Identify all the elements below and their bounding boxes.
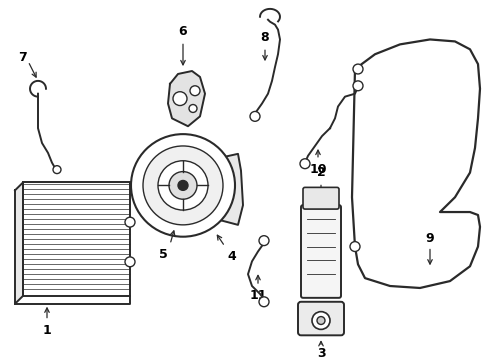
Circle shape — [178, 180, 188, 190]
Circle shape — [53, 166, 61, 174]
Circle shape — [125, 257, 135, 267]
Circle shape — [353, 64, 363, 74]
Text: 5: 5 — [159, 248, 168, 261]
Text: 1: 1 — [43, 324, 51, 337]
Text: 6: 6 — [179, 25, 187, 38]
Circle shape — [131, 134, 235, 237]
Text: 10: 10 — [309, 163, 327, 176]
Polygon shape — [15, 183, 23, 304]
Circle shape — [190, 86, 200, 96]
Circle shape — [169, 172, 197, 199]
FancyBboxPatch shape — [303, 188, 339, 209]
Circle shape — [353, 81, 363, 91]
Text: 2: 2 — [317, 166, 325, 179]
Text: 3: 3 — [317, 347, 325, 360]
Text: 9: 9 — [426, 232, 434, 245]
Circle shape — [259, 236, 269, 246]
Circle shape — [312, 312, 330, 329]
Text: 7: 7 — [18, 51, 26, 64]
Polygon shape — [168, 71, 205, 126]
Circle shape — [300, 159, 310, 168]
FancyBboxPatch shape — [301, 205, 341, 298]
Circle shape — [189, 104, 197, 112]
FancyBboxPatch shape — [298, 302, 344, 335]
Circle shape — [143, 146, 223, 225]
Polygon shape — [193, 154, 243, 225]
Text: 8: 8 — [261, 31, 270, 44]
Circle shape — [125, 217, 135, 227]
Text: 11: 11 — [249, 289, 267, 302]
Bar — [23, 183, 130, 296]
Circle shape — [317, 316, 325, 324]
Circle shape — [250, 112, 260, 121]
Circle shape — [173, 92, 187, 105]
Circle shape — [259, 297, 269, 307]
Text: 4: 4 — [228, 250, 236, 263]
Circle shape — [158, 161, 208, 210]
Circle shape — [350, 242, 360, 252]
